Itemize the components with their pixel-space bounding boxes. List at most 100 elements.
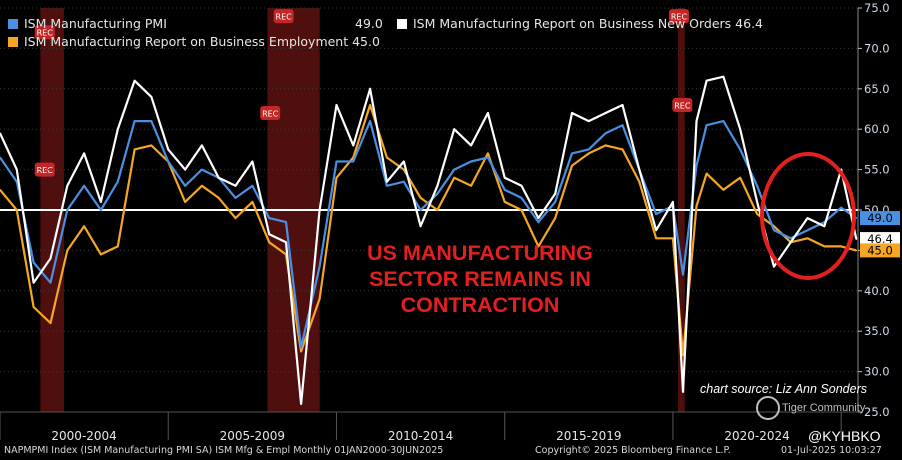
- series-1-point: [402, 160, 405, 163]
- series-0-point: [789, 237, 792, 240]
- series-0-point: [436, 193, 439, 195]
- last-value-text: 49.0: [867, 211, 893, 225]
- series-0-point: [335, 160, 338, 163]
- legend-pmi-value: 49.0: [355, 16, 383, 31]
- series-1-point: [386, 180, 388, 183]
- series-2-point: [722, 189, 725, 191]
- series-0-point: [133, 120, 136, 122]
- series-2-point: [386, 156, 388, 159]
- series-2-point: [655, 237, 657, 240]
- series-0-point: [201, 168, 203, 171]
- series-0-point: [487, 156, 489, 159]
- series-1-point: [32, 281, 35, 284]
- series-0-point: [116, 180, 119, 183]
- footer-ticker: NAPMPMI Index (ISM Manufacturing PMI SA)…: [4, 445, 444, 456]
- series-0-point: [300, 346, 302, 349]
- series-0-point: [453, 168, 456, 171]
- series-0-point: [402, 180, 405, 183]
- series-0-point: [537, 221, 540, 223]
- y-tick-label: 35.0: [864, 324, 890, 338]
- series-1-point: [150, 96, 153, 98]
- x-period-label: 2005-2009: [220, 429, 285, 443]
- series-2-point: [133, 148, 136, 151]
- series-0-point: [369, 120, 371, 122]
- series-2-point: [32, 306, 35, 308]
- x-period-label: 2000-2004: [51, 429, 116, 443]
- series-1-point: [436, 184, 439, 187]
- series-0-point: [251, 184, 254, 187]
- series-1-point: [554, 193, 556, 195]
- series-1-point: [116, 128, 119, 130]
- series-1-point: [234, 184, 237, 187]
- legend-pmi-label: ISM Manufacturing PMI: [24, 16, 167, 31]
- highlight-ellipse: [760, 152, 856, 280]
- series-1-point: [167, 148, 170, 151]
- series-0-point: [571, 152, 573, 155]
- series-2-point: [217, 197, 220, 199]
- series-2-point: [855, 249, 858, 252]
- x-period-label: 2020-2024: [724, 429, 789, 443]
- last-value-bg: [860, 232, 900, 247]
- rec-tag-2: REC: [273, 9, 294, 24]
- series-1-point: [722, 75, 725, 78]
- series-0-point: [655, 213, 657, 215]
- series-1-point: [503, 176, 506, 179]
- series-0-point: [695, 164, 698, 167]
- series-0-point: [83, 184, 85, 187]
- series-2-point: [0, 189, 1, 191]
- series-2-point: [369, 104, 371, 106]
- series-1-point: [0, 132, 1, 135]
- series-1-point: [604, 112, 607, 114]
- rec-tag-3: REC: [260, 106, 281, 121]
- series-1-point: [537, 217, 540, 219]
- series-0-point: [16, 180, 18, 183]
- series-0-point: [739, 148, 742, 151]
- rec-tag-label: REC: [674, 101, 691, 110]
- series-2-point: [487, 152, 489, 155]
- annotation-line-3: CONTRACTION: [400, 293, 560, 317]
- series-0-point: [503, 189, 506, 191]
- series-2-point: [436, 209, 439, 211]
- legend-neworders-label: ISM Manufacturing Report on Business New…: [413, 16, 763, 31]
- series-0-point: [318, 265, 321, 268]
- series-2-point: [402, 168, 405, 171]
- series-2-point: [268, 241, 270, 244]
- series-2-point: [806, 237, 809, 240]
- series-0-point: [386, 184, 388, 187]
- annotation-layer: [760, 152, 856, 280]
- series-2-point: [318, 298, 321, 300]
- series-1-point: [184, 168, 186, 171]
- author-handle: @KYHBKO: [808, 428, 881, 444]
- series-2-point: [150, 144, 153, 147]
- series-1-point: [300, 403, 302, 405]
- series-1-point: [49, 257, 52, 260]
- series-0-point: [604, 132, 607, 135]
- series-2-point: [66, 249, 69, 252]
- series-2-point: [83, 225, 85, 227]
- series-2-point: [100, 253, 102, 256]
- last-value-label-1: 46.4: [860, 232, 900, 247]
- rec-tag-0: REC: [34, 25, 55, 40]
- series-0-point: [840, 206, 842, 209]
- series-0-point: [470, 160, 472, 163]
- series-0-point: [150, 120, 153, 122]
- series-0-point: [285, 221, 287, 223]
- series-2-point: [537, 245, 540, 248]
- series-1-point: [318, 209, 321, 211]
- rec-tag-bg: [668, 9, 689, 24]
- series-2-point: [705, 172, 708, 175]
- series-2-point: [419, 197, 422, 199]
- series-0-point: [352, 160, 355, 163]
- tiger-logo-icon: [756, 396, 780, 420]
- last-value-text: 46.4: [867, 232, 893, 246]
- series-1-point: [419, 225, 422, 227]
- contraction-annotation: US MANUFACTURING SECTOR REMAINS IN CONTR…: [330, 240, 630, 318]
- series-2-point: [554, 217, 556, 219]
- series-0-point: [0, 156, 1, 159]
- series-1-point: [823, 225, 826, 227]
- series-0-point: [184, 184, 186, 187]
- y-tick-label: 75.0: [864, 1, 890, 15]
- footer-timestamp: 01-Jul-2025 10:03:27: [781, 445, 882, 456]
- series-1-point: [285, 241, 287, 244]
